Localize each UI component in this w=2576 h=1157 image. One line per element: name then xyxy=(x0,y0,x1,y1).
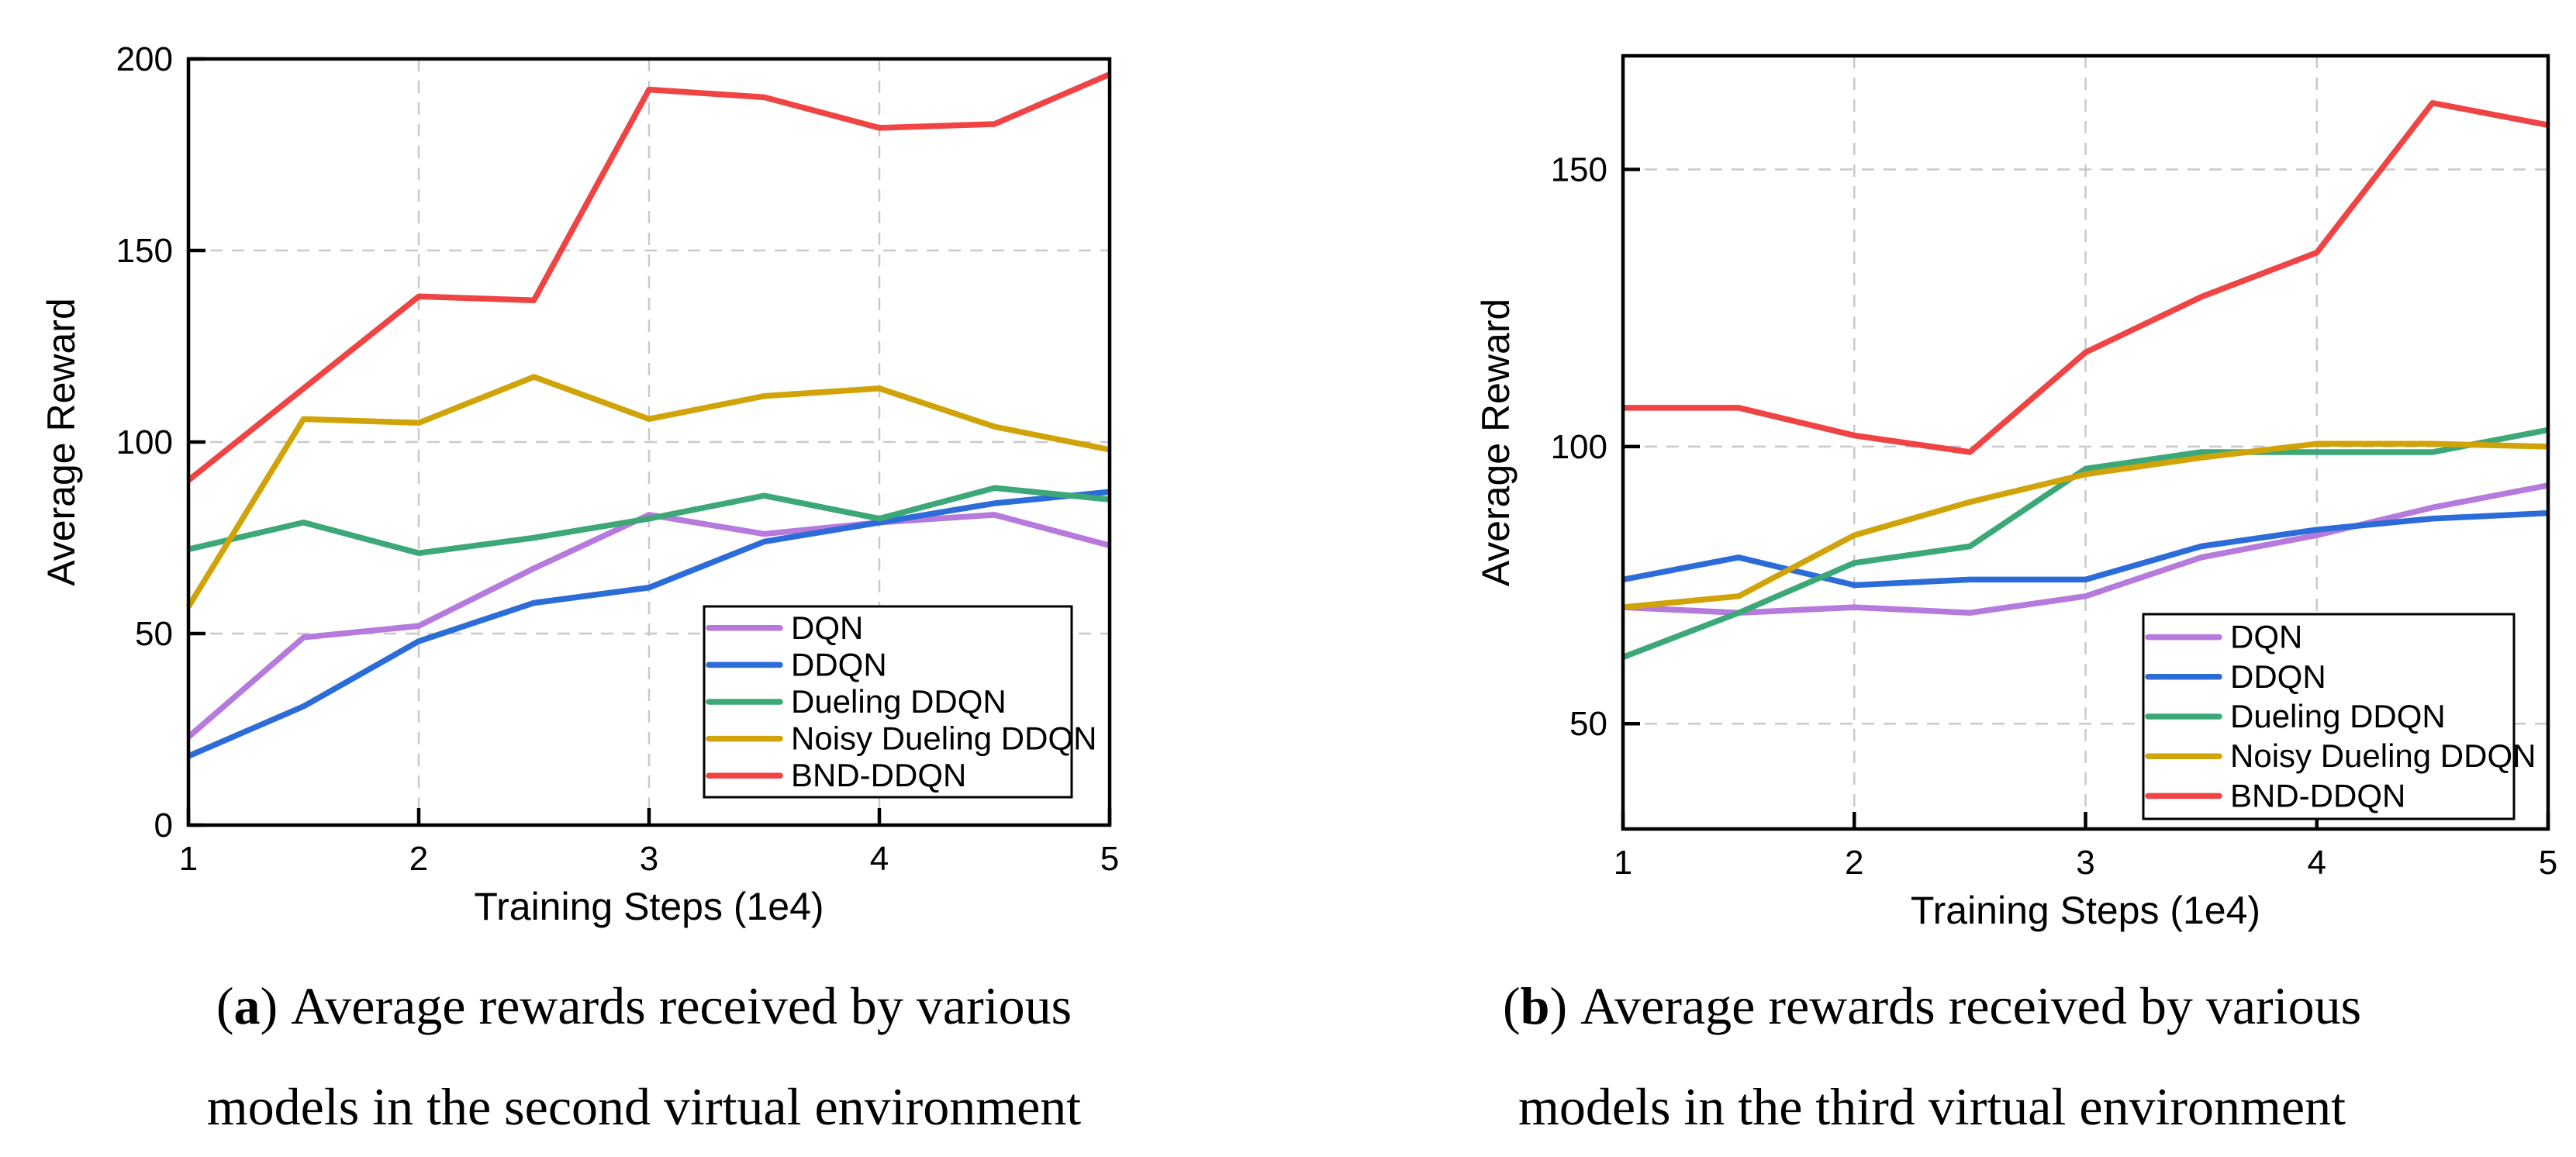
caption-b-line1: (b) Average rewards received by various xyxy=(1288,955,2576,1056)
x-tick-label: 5 xyxy=(2539,844,2557,882)
y-tick-label: 50 xyxy=(1569,705,1607,743)
x-tick-label: 4 xyxy=(2308,844,2326,882)
series-line-Dueling-DDQN xyxy=(188,485,1110,557)
y-tick-label: 150 xyxy=(1551,151,1607,189)
legend-label-Dueling-DDQN: Dueling DDQN xyxy=(791,683,1007,720)
caption-b-tag: b xyxy=(1520,976,1550,1035)
x-tick-label: 1 xyxy=(1614,844,1632,882)
legend-label-BND-DDQN: BND-DDQN xyxy=(791,757,966,793)
caption-a: (a) Average rewards received by various … xyxy=(0,955,1288,1157)
legend-label-DQN: DQN xyxy=(2230,619,2302,655)
caption-b-line2: models in the third virtual environment xyxy=(1518,1077,2346,1136)
caption-a-open-paren: ( xyxy=(216,976,234,1035)
y-axis-label: Average Reward xyxy=(1474,299,1518,587)
series-line-DQN xyxy=(1622,482,2549,616)
series-line-DDQN xyxy=(1622,509,2549,589)
legend-label-Noisy-Dueling-DDQN: Noisy Dueling DDQN xyxy=(791,720,1096,757)
caption-a-line1: (a) Average rewards received by various xyxy=(0,955,1288,1056)
series-line-BND-DDQN xyxy=(186,71,1111,483)
y-tick-label: 100 xyxy=(1551,428,1607,466)
series-line-Noisy-Dueling-DDQN xyxy=(1622,440,2549,610)
series-line-DDQN xyxy=(187,489,1110,759)
x-tick-label: 2 xyxy=(409,840,428,878)
y-tick-label: 150 xyxy=(116,232,173,270)
legend-label-DDQN: DDQN xyxy=(2230,658,2326,695)
caption-a-close-paren: ) xyxy=(260,976,292,1035)
y-tick-label: 200 xyxy=(116,40,173,78)
caption-b: (b) Average rewards received by various … xyxy=(1288,955,2576,1157)
chart-panel-b: 50 100 150 1 2 3 4 5 Training Steps (1e4) Average… xyxy=(1474,54,2557,932)
series-line-Noisy-Dueling-DDQN xyxy=(185,374,1110,609)
caption-a-tag: a xyxy=(233,976,261,1035)
x-tick-label: 3 xyxy=(640,840,658,878)
x-tick-label: 5 xyxy=(1100,840,1119,878)
legend-label-Noisy-Dueling-DDQN: Noisy Dueling DDQN xyxy=(2230,737,2536,774)
legend-label-Dueling-DDQN: Dueling DDQN xyxy=(2230,698,2446,734)
x-tick-label: 2 xyxy=(1845,844,1863,882)
legend-label-DQN: DQN xyxy=(791,610,863,646)
caption-a-line2: models in the second virtual environment xyxy=(206,1077,1082,1136)
x-tick-label: 4 xyxy=(870,840,889,878)
legend-label-BND-DDQN: BND-DDQN xyxy=(2230,777,2405,813)
caption-b-text1: Average rewards received by various xyxy=(1580,976,2362,1035)
caption-a-text1: Average rewards received by various xyxy=(291,976,1072,1035)
y-axis-label: Average Reward xyxy=(40,298,83,586)
x-tick-label: 3 xyxy=(2076,844,2094,882)
caption-b-close-paren: ) xyxy=(1549,976,1581,1035)
legend-label-DDQN: DDQN xyxy=(791,646,887,682)
caption-b-open-paren: ( xyxy=(1502,976,1521,1035)
x-tick-label: 1 xyxy=(179,840,198,878)
y-tick-label: 50 xyxy=(135,615,173,653)
series-line-BND-DDQN xyxy=(1623,99,2549,455)
series-line-Dueling-DDQN xyxy=(1621,427,2549,660)
series-line-DQN xyxy=(186,512,1110,740)
x-axis-label: Training Steps (1e4) xyxy=(1911,889,2260,932)
x-axis-label: Training Steps (1e4) xyxy=(474,885,824,928)
y-tick-label: 100 xyxy=(116,423,173,461)
chart-panel-a: 0 50 100 150 200 1 2 3 4 5 Training Steps (1e4) Ave… xyxy=(40,40,1119,928)
y-tick-label: 0 xyxy=(154,806,173,844)
